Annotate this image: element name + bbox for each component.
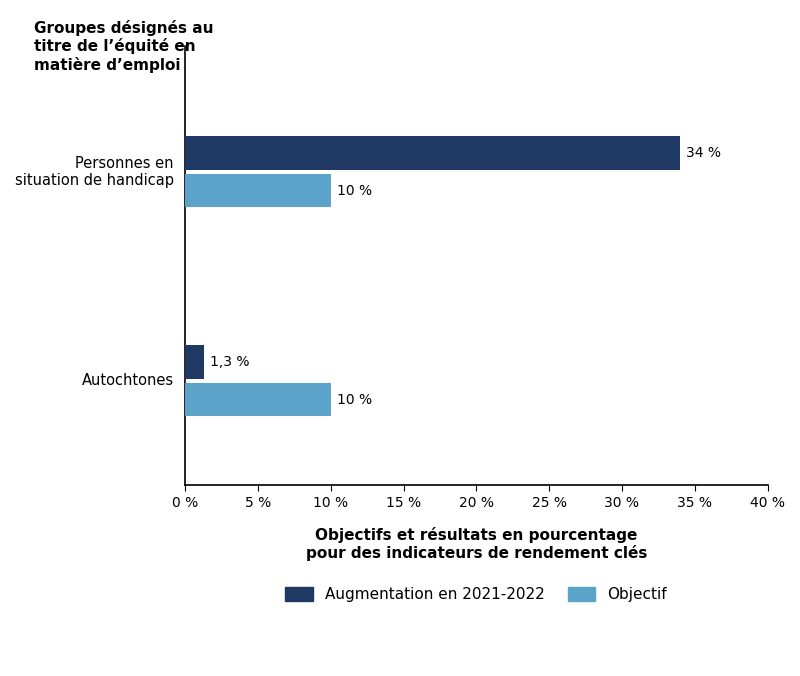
Bar: [185, 174, 330, 208]
Bar: [185, 383, 330, 416]
Text: 10 %: 10 %: [337, 184, 372, 197]
Text: 10 %: 10 %: [337, 393, 372, 407]
Bar: [185, 136, 680, 170]
Bar: [185, 345, 204, 379]
Legend: Augmentation en 2021-2022, Objectif: Augmentation en 2021-2022, Objectif: [278, 579, 675, 610]
X-axis label: Objectifs et résultats en pourcentage
pour des indicateurs de rendement clés: Objectifs et résultats en pourcentage po…: [306, 527, 647, 561]
Text: 34 %: 34 %: [686, 146, 721, 160]
Text: Groupes désignés au
titre de l’équité en
matière d’emploi: Groupes désignés au titre de l’équité en…: [34, 20, 213, 73]
Text: 1,3 %: 1,3 %: [210, 355, 250, 369]
